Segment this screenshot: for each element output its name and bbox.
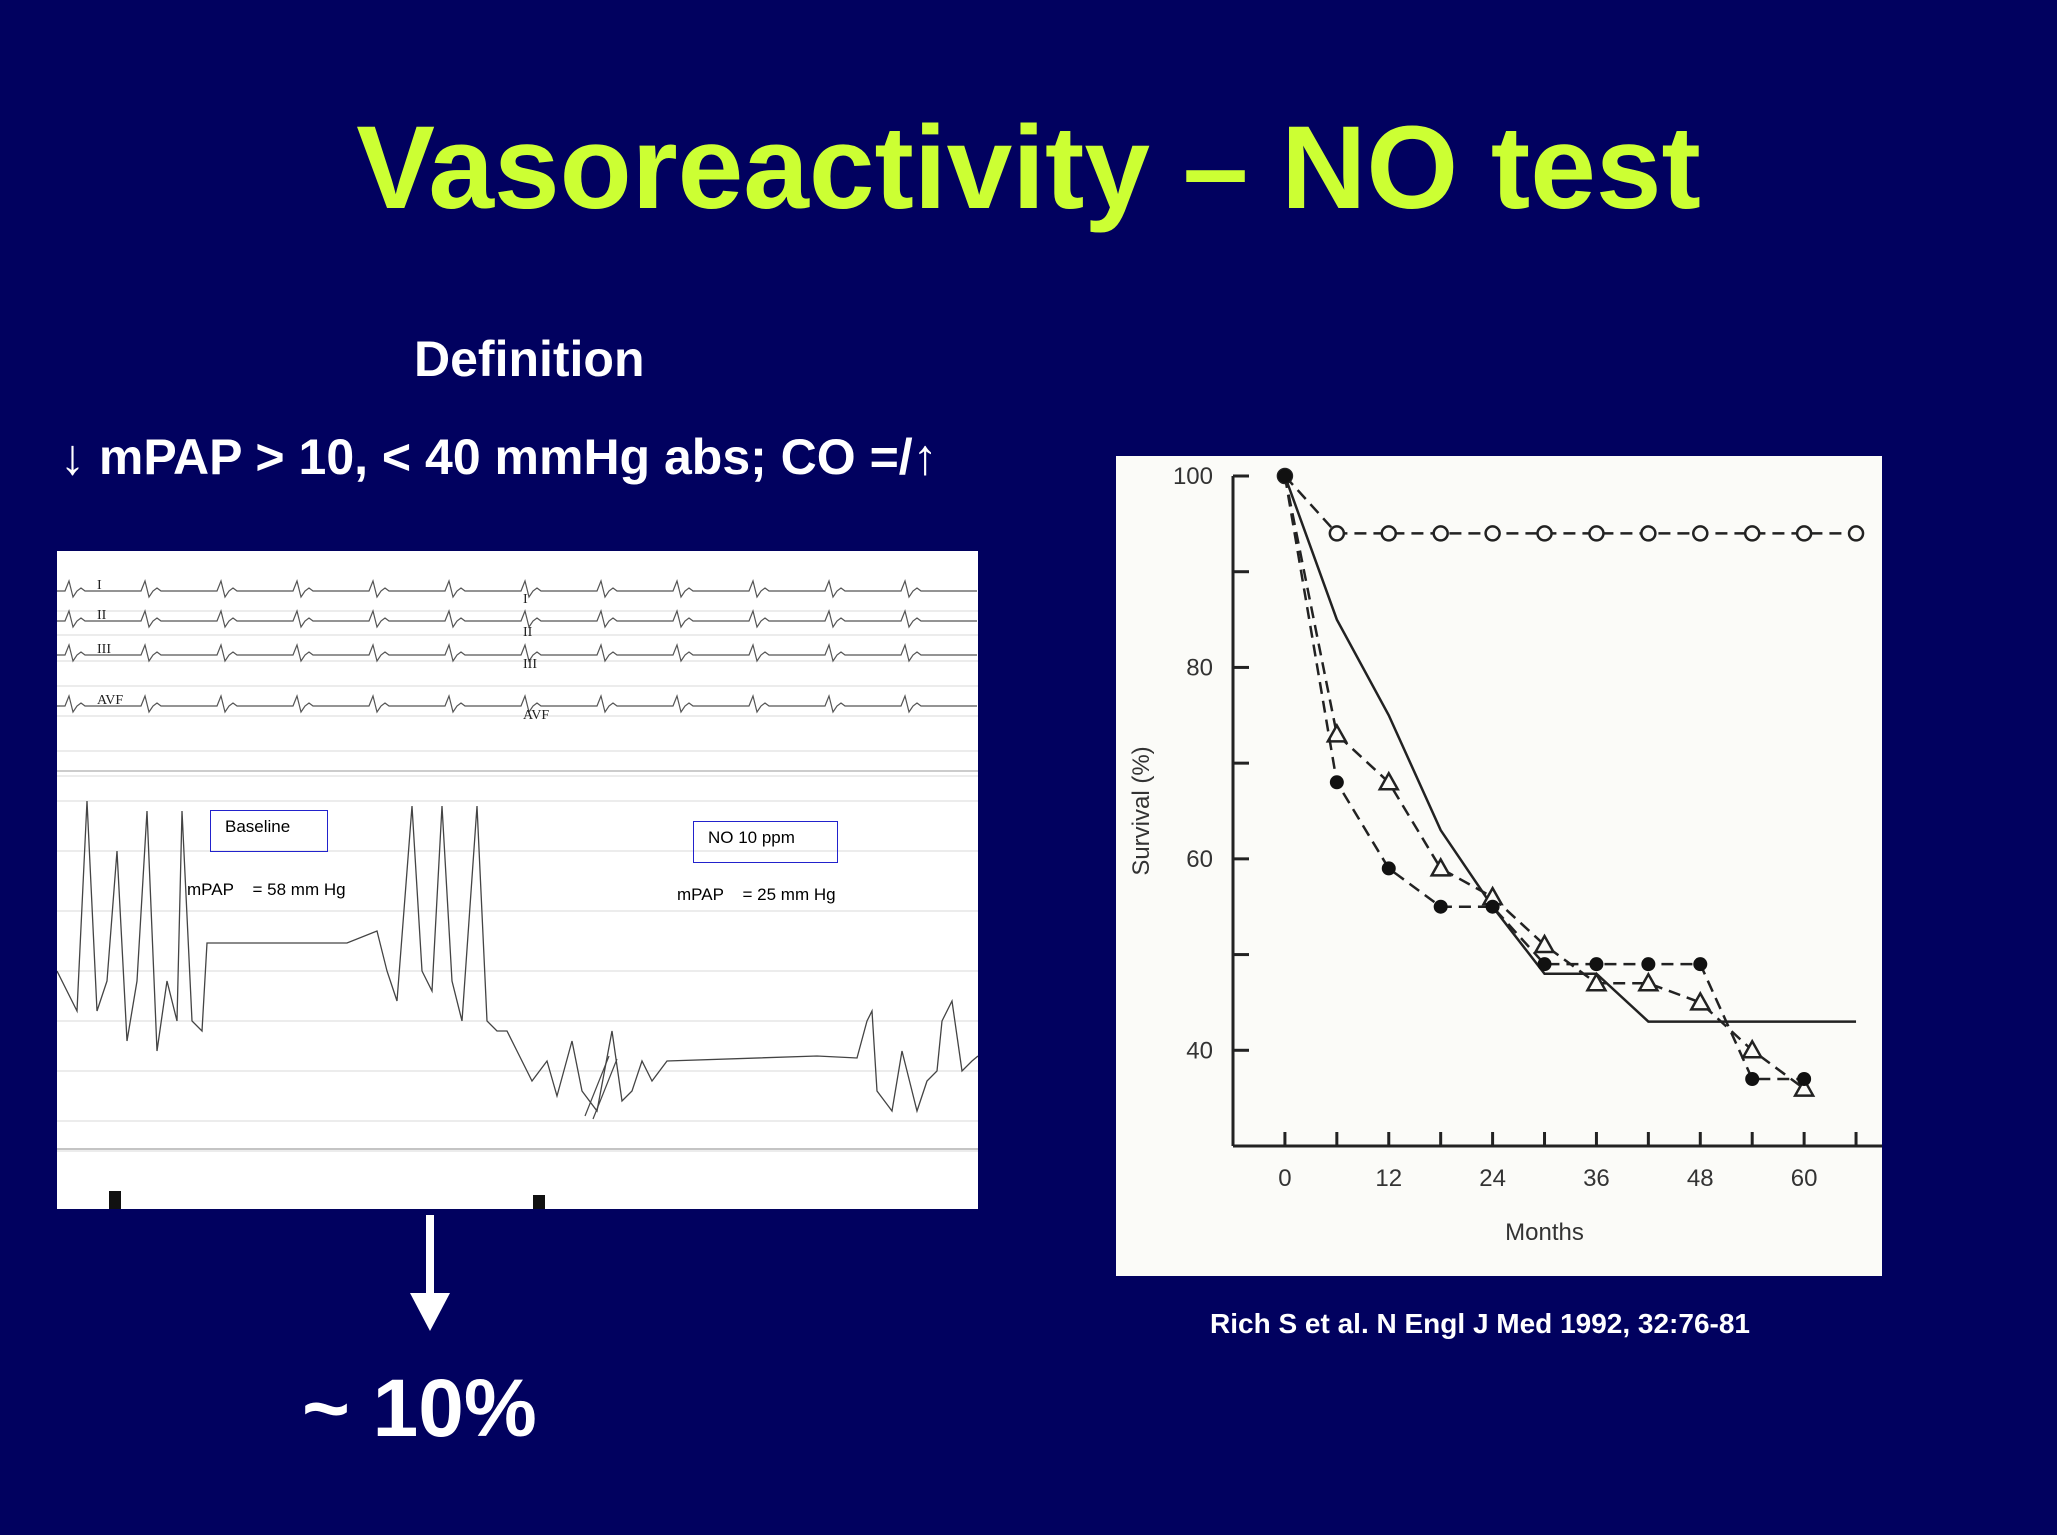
- data-point-open-circle: [1328, 525, 1346, 542]
- ecg-lead-label: AVF: [523, 708, 549, 723]
- y-tick-label: 40: [1186, 1037, 1213, 1064]
- marker-block: [109, 1191, 121, 1209]
- hemodynamic-tracing-image: I II III AVF I II III AVF Baseline mPAP = 58 mm…: [57, 551, 978, 1209]
- data-point-filled-circle: [1381, 861, 1396, 876]
- data-point-triangle: [1325, 722, 1348, 743]
- y-axis-label: Survival (%): [1128, 746, 1155, 875]
- ecg-lead-label: I: [97, 578, 102, 593]
- data-point-triangle: [1741, 1038, 1764, 1059]
- data-point-triangle: [1585, 971, 1608, 992]
- break-mark: [592, 1058, 618, 1120]
- series-line: [1283, 475, 1857, 1023]
- ecg-lead-label: II: [97, 608, 107, 623]
- ecg-lead-label: III: [97, 642, 111, 657]
- series-line: [1283, 475, 1805, 1081]
- x-axis-label: Months: [1505, 1219, 1584, 1246]
- x-tick-label: 48: [1687, 1165, 1714, 1192]
- ecg-lead-label: III: [523, 657, 537, 672]
- no-mpap-label: mPAP = 25 mm Hg: [677, 885, 836, 904]
- data-point-filled-circle: [1641, 957, 1656, 972]
- no-label-box: NO 10 ppm: [693, 821, 838, 863]
- citation-text: Rich S et al. N Engl J Med 1992, 32:76-8…: [1210, 1308, 1750, 1339]
- data-point-triangle: [1637, 971, 1660, 992]
- baseline-label-box: Baseline: [210, 810, 328, 852]
- data-point-open-circle: [1432, 525, 1449, 542]
- ecg-lead-trace: [57, 694, 977, 714]
- x-tick-label: 0: [1278, 1165, 1291, 1192]
- ecg-lead-trace: [57, 643, 977, 663]
- data-point-open-circle: [1847, 525, 1865, 542]
- series-line: [1283, 475, 1805, 1090]
- definition-criteria: ↓ mPAP > 10, < 40 mmHg abs; CO =/↑: [60, 429, 938, 485]
- data-point-filled-circle: [1329, 775, 1344, 790]
- slide-title: Vasoreactivity – NO test: [356, 102, 1701, 234]
- data-point-open-circle: [1380, 525, 1398, 542]
- y-tick-label: 100: [1173, 463, 1213, 490]
- ecg-lead-trace: [57, 609, 977, 629]
- data-point-filled-circle: [1589, 957, 1604, 972]
- data-point-open-circle: [1692, 525, 1709, 542]
- marker-block: [533, 1195, 545, 1209]
- baseline-mpap-label: mPAP = 58 mm Hg: [187, 880, 346, 899]
- pressure-trace: [57, 800, 978, 1114]
- data-point-filled-circle: [1797, 1072, 1812, 1086]
- data-point-filled-circle: [1693, 957, 1708, 972]
- data-point-open-circle: [1588, 525, 1605, 542]
- x-tick-label: 12: [1375, 1165, 1402, 1192]
- data-point-open-circle: [1536, 525, 1553, 542]
- responder-percentage: ~ 10%: [302, 1363, 537, 1454]
- data-point-triangle: [1377, 770, 1400, 791]
- definition-heading: Definition: [414, 331, 645, 387]
- data-point-filled-circle: [1433, 899, 1448, 914]
- ecg-lead-label: AVF: [97, 693, 123, 708]
- down-arrow-icon: [405, 1215, 455, 1338]
- data-point-triangle: [1792, 1077, 1816, 1097]
- ecg-lead-label: II: [523, 625, 533, 640]
- data-point-filled-circle: [1745, 1072, 1760, 1086]
- x-tick-label: 24: [1479, 1165, 1506, 1192]
- ecg-lead-label: I: [523, 592, 528, 607]
- survival-chart: 40 60 80 100 0 12 24 36 48 60 Months Survival (%): [1116, 456, 1882, 1276]
- data-point-triangle: [1689, 990, 1712, 1011]
- ecg-lead-trace: [57, 579, 977, 599]
- data-point-filled-circle: [1485, 899, 1500, 914]
- data-point-filled-circle: [1537, 957, 1552, 972]
- data-point-origin: [1277, 469, 1292, 483]
- x-tick-label: 36: [1583, 1165, 1610, 1192]
- data-point-open-circle: [1743, 525, 1761, 542]
- data-point-open-circle: [1484, 525, 1501, 542]
- series-line: [1283, 475, 1857, 535]
- y-tick-label: 60: [1186, 846, 1213, 873]
- y-tick-label: 80: [1186, 654, 1213, 681]
- data-point-triangle: [1533, 933, 1556, 954]
- break-mark: [584, 1055, 610, 1117]
- data-point-triangle: [1429, 856, 1452, 877]
- survival-chart-svg: 40 60 80 100 0 12 24 36 48 60 Months Survival (%): [1128, 463, 1882, 1246]
- data-point-open-circle: [1795, 525, 1813, 542]
- x-tick-label: 60: [1791, 1165, 1818, 1192]
- data-point-open-circle: [1640, 525, 1657, 542]
